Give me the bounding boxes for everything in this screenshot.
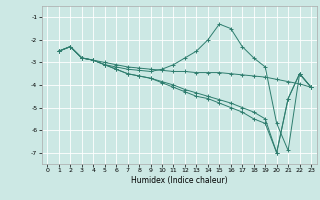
X-axis label: Humidex (Indice chaleur): Humidex (Indice chaleur) bbox=[131, 176, 228, 185]
